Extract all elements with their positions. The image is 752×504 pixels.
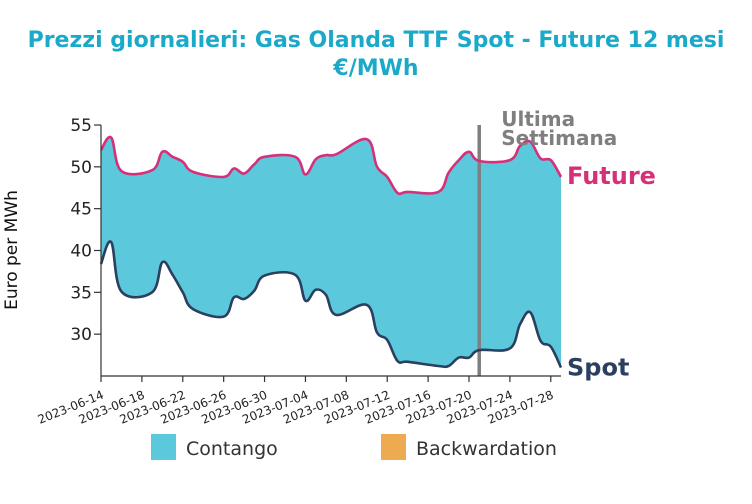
plot-area: 3035404550552023-06-142023-06-182023-06-…	[36, 107, 656, 427]
contango-area	[101, 136, 561, 368]
legend: Contango Backwardation	[151, 434, 557, 460]
series-line-spot	[99, 240, 563, 369]
y-tick-label: 45	[70, 200, 92, 220]
y-axis-label: Euro per MWh	[2, 190, 22, 310]
y-tick-label: 35	[70, 283, 92, 303]
chart-subtitle: €/MWh	[332, 56, 418, 81]
annotation-text-line2: Settimana	[501, 126, 617, 150]
y-tick-label: 30	[70, 325, 92, 345]
y-tick-label: 55	[70, 116, 92, 136]
series-label-spot: Spot	[567, 354, 629, 382]
legend-swatch-contango	[151, 434, 176, 460]
legend-label-contango: Contango	[186, 438, 278, 460]
y-tick-label: 40	[70, 242, 92, 262]
legend-label-backwardation: Backwardation	[416, 438, 557, 460]
series-line-future	[99, 135, 563, 196]
legend-swatch-backwardation	[381, 434, 406, 460]
annotation-text-line1: Ultima	[501, 107, 575, 131]
chart-title: Prezzi giornalieri: Gas Olanda TTF Spot …	[28, 28, 725, 53]
series-label-future: Future	[567, 162, 656, 190]
y-tick-label: 50	[70, 158, 92, 178]
